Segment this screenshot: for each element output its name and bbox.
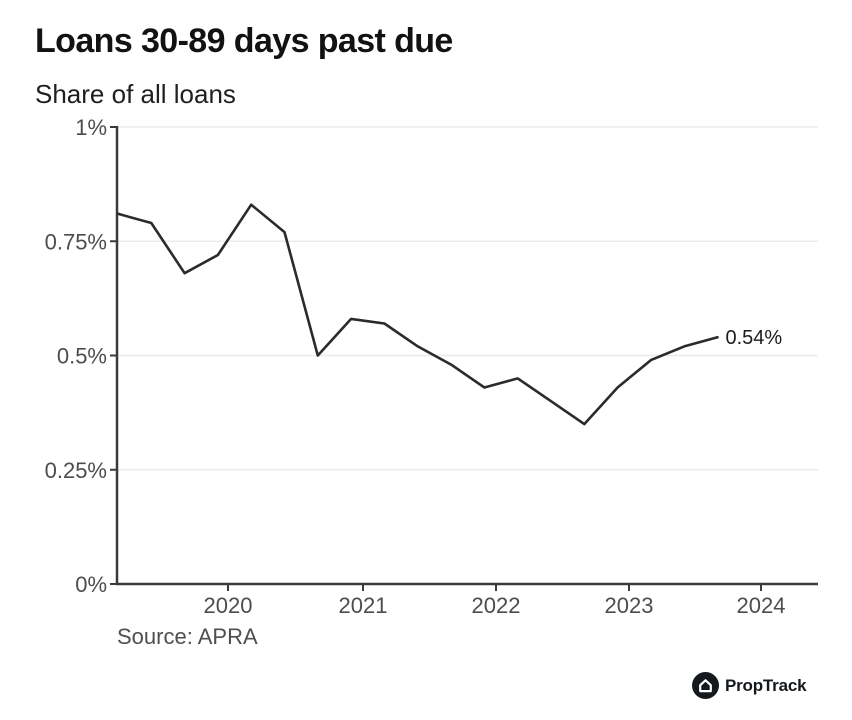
series-line — [116, 203, 719, 426]
proptrack-wordmark: PropTrack — [725, 675, 807, 695]
y-tick-label: 0.75% — [45, 229, 107, 254]
chart-title: Loans 30-89 days past due — [35, 22, 453, 60]
x-tick-label: 2020 — [204, 593, 253, 618]
proptrack-logo: PropTrack — [692, 672, 807, 699]
x-tick-label: 2023 — [605, 593, 654, 618]
x-tick-label: 2024 — [737, 593, 786, 618]
chart-subtitle: Share of all loans — [35, 79, 236, 109]
proptrack-house-icon — [692, 672, 719, 699]
x-tick-label: 2022 — [472, 593, 521, 618]
end-value-label: 0.54% — [726, 327, 783, 349]
y-tick-label: 0.25% — [45, 458, 107, 483]
x-tick-label: 2021 — [339, 593, 388, 618]
y-tick-label: 1% — [75, 115, 107, 140]
source-note: Source: APRA — [117, 624, 258, 649]
y-tick-label: 0.5% — [57, 344, 107, 369]
y-tick-label: 0% — [75, 572, 107, 597]
